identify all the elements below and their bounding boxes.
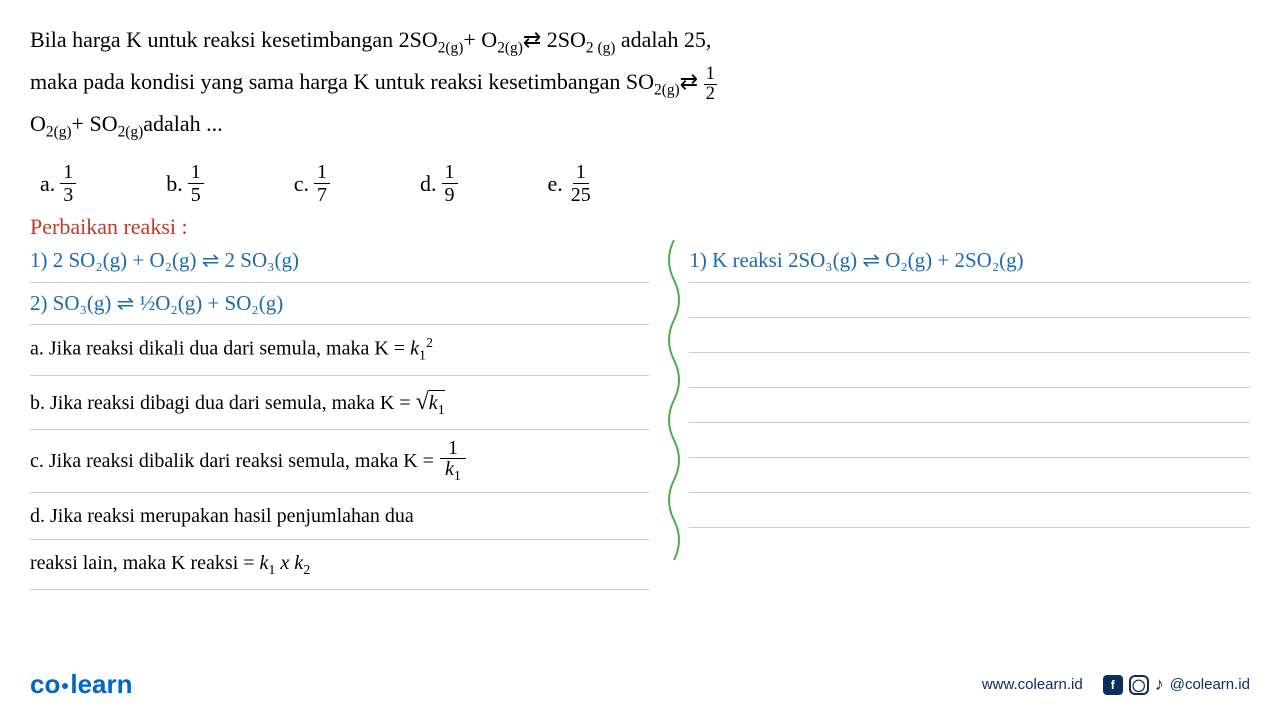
opt-b-num: 1 [188, 161, 204, 184]
rule-c: c. Jika reaksi dibalik dari reaksi semul… [30, 430, 649, 493]
logo-learn: learn [70, 669, 132, 699]
rule-a: a. Jika reaksi dikali dua dari semula, m… [30, 325, 649, 376]
opt-c-den: 7 [314, 184, 330, 206]
opt-d-num: 1 [442, 161, 458, 184]
rule-d1: d. Jika reaksi merupakan hasil penjumlah… [30, 493, 649, 540]
answer-options: a. 13 b. 15 c. 17 d. 19 e. 125 [30, 161, 1250, 206]
social-handle: @colearn.id [1170, 676, 1250, 693]
option-b[interactable]: b. 15 [166, 161, 204, 206]
perbaikan-heading: Perbaikan reaksi : [30, 214, 1250, 240]
option-e[interactable]: e. 125 [548, 161, 594, 206]
q-text-5: maka pada kondisi yang sama harga K untu… [30, 69, 654, 94]
opt-e-label: e. [548, 171, 563, 197]
q-text-7: + SO [72, 111, 118, 136]
blank-line [689, 423, 1250, 458]
option-c[interactable]: c. 17 [294, 161, 330, 206]
q-text-8: adalah ... [143, 111, 222, 136]
opt-b-den: 5 [188, 184, 204, 206]
solution-area: 1) 2 SO₂(g) + O₂(g) ⇌ 2 SO₃(g) 2) SO₃(g)… [30, 240, 1250, 589]
rule-b-text: b. Jika reaksi dibagi dua dari semula, m… [30, 392, 416, 414]
instagram-icon[interactable]: ◯ [1129, 675, 1149, 695]
blank-line [689, 318, 1250, 353]
q-text-4: adalah 25, [615, 27, 711, 52]
q-text-2: + O [463, 27, 497, 52]
facebook-icon[interactable]: f [1103, 675, 1123, 695]
q-text-3: 2SO [541, 27, 586, 52]
logo-co: co [30, 669, 60, 699]
blank-line [689, 388, 1250, 423]
q-text-6: O [30, 111, 46, 136]
blank-line [689, 283, 1250, 318]
rule-d2-text: reaksi lain, maka K reaksi = [30, 552, 260, 574]
rule-d2: reaksi lain, maka K reaksi = k1 x k2 [30, 540, 649, 590]
option-d[interactable]: d. 19 [420, 161, 458, 206]
equation-1: 1) 2 SO₂(g) + O₂(g) ⇌ 2 SO₃(g) [30, 240, 649, 282]
blank-line [689, 458, 1250, 493]
rule-a-text: a. Jika reaksi dikali dua dari semula, m… [30, 338, 410, 360]
right-equation-1: 1) K reaksi 2SO₃(g) ⇌ O₂(g) + 2SO₂(g) [689, 240, 1250, 282]
blank-line [689, 493, 1250, 528]
opt-e-num: 1 [573, 161, 589, 184]
opt-a-num: 1 [60, 161, 76, 184]
rule-c-text: c. Jika reaksi dibalik dari reaksi semul… [30, 446, 434, 476]
logo-dot-icon [62, 683, 68, 689]
tiktok-icon[interactable]: ♪ [1155, 674, 1164, 695]
social-icons: f ◯ ♪ @colearn.id [1103, 674, 1250, 695]
opt-d-label: d. [420, 171, 437, 197]
opt-c-num: 1 [314, 161, 330, 184]
footer-right: www.colearn.id f ◯ ♪ @colearn.id [982, 674, 1250, 695]
opt-b-label: b. [166, 171, 183, 197]
frac-den: 2 [706, 85, 715, 104]
opt-e-den: 25 [568, 184, 594, 206]
opt-d-den: 9 [442, 184, 458, 206]
opt-c-label: c. [294, 171, 309, 197]
right-column: 1) K reaksi 2SO₃(g) ⇌ O₂(g) + 2SO₂(g) [664, 240, 1250, 589]
question-text: Bila harga K untuk reaksi kesetimbangan … [30, 20, 1250, 146]
q-text-1: Bila harga K untuk reaksi kesetimbangan … [30, 27, 438, 52]
rule-b: b. Jika reaksi dibagi dua dari semula, m… [30, 376, 649, 430]
opt-a-den: 3 [60, 184, 76, 206]
blank-line [689, 353, 1250, 388]
option-a[interactable]: a. 13 [40, 161, 76, 206]
footer: colearn www.colearn.id f ◯ ♪ @colearn.id [30, 669, 1250, 700]
left-column: 1) 2 SO₂(g) + O₂(g) ⇌ 2 SO₃(g) 2) SO₃(g)… [30, 240, 664, 589]
frac-num: 1 [704, 65, 717, 85]
equation-2: 2) SO₃(g) ⇌ ½O₂(g) + SO₂(g) [30, 283, 649, 325]
footer-url[interactable]: www.colearn.id [982, 676, 1083, 693]
opt-a-label: a. [40, 171, 55, 197]
colearn-logo: colearn [30, 669, 133, 700]
wavy-divider [664, 240, 684, 560]
